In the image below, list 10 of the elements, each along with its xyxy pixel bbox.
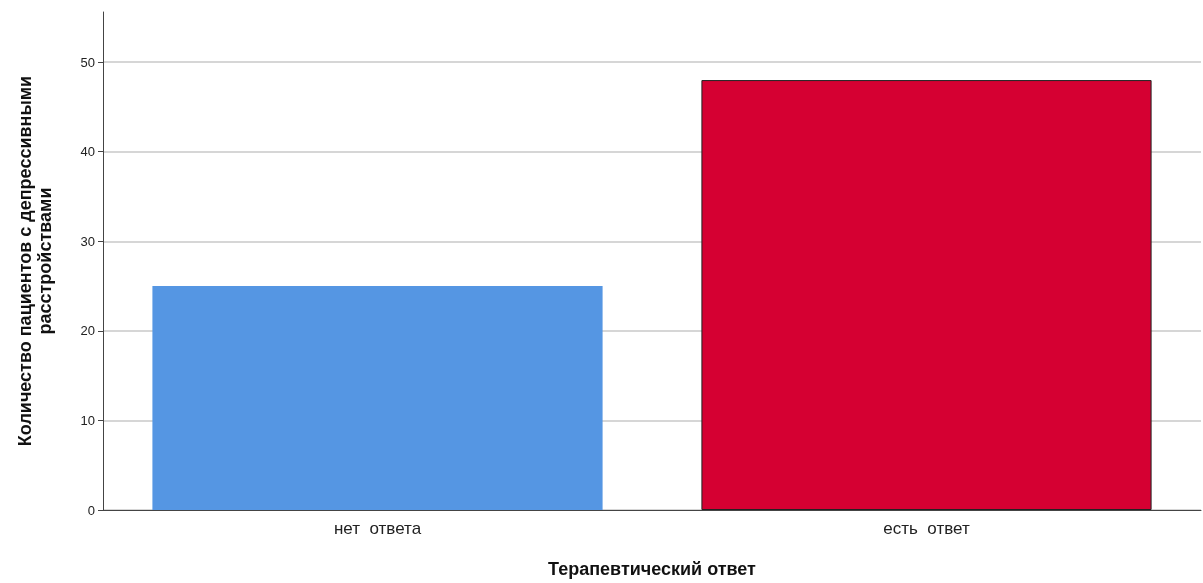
y-tick-label: 10 bbox=[80, 412, 95, 428]
y-tick-label: 20 bbox=[80, 323, 95, 339]
y-tick-label: 30 bbox=[80, 233, 95, 249]
y-tick-label: 0 bbox=[87, 502, 95, 518]
y-axis-title: Количество пациентов с депрессивными расстройствами bbox=[15, 75, 55, 447]
y-tick-label: 40 bbox=[80, 144, 95, 160]
y-tick-label: 50 bbox=[80, 54, 95, 70]
x-axis-title: Терапевтический ответ bbox=[548, 559, 757, 579]
x-tick-label: нет ответа bbox=[333, 519, 422, 538]
x-tick-label: есть ответ bbox=[883, 519, 970, 538]
